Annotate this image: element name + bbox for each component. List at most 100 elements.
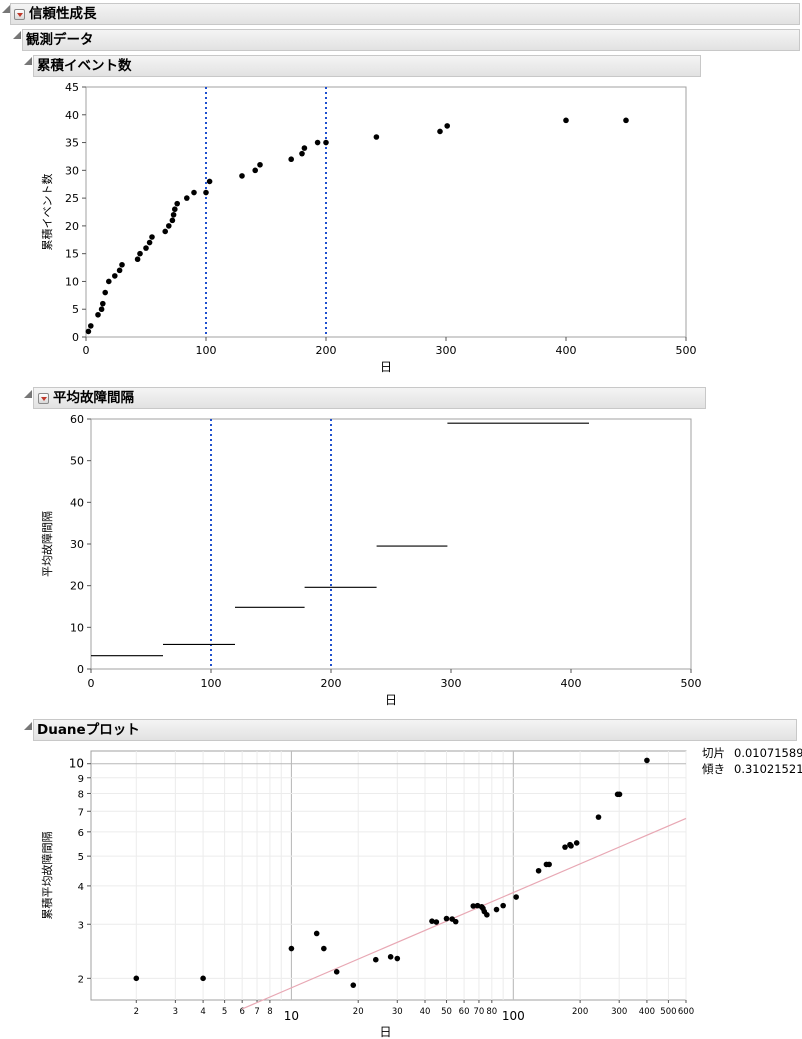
data-point — [493, 906, 500, 913]
y-tick-label: 10 — [69, 757, 84, 771]
x-tick-label: 200 — [316, 344, 337, 357]
data-point — [452, 918, 459, 925]
data-point — [184, 195, 190, 201]
x-tick-label: 50 — [441, 1007, 452, 1017]
x-tick-label: 400 — [639, 1007, 655, 1017]
x-tick-label: 3 — [173, 1007, 178, 1017]
data-point — [169, 217, 176, 224]
y-tick-label: 35 — [65, 137, 79, 150]
data-point — [288, 945, 295, 952]
data-point — [191, 189, 197, 196]
x-axis-label: 日 — [379, 1025, 391, 1039]
cumulative-frame — [85, 86, 687, 338]
x-tick-label: 70 — [474, 1007, 485, 1017]
x-tick-label: 200 — [572, 1007, 588, 1017]
data-point — [394, 955, 401, 962]
report-menu-icon[interactable] — [14, 9, 25, 20]
data-point — [387, 954, 394, 960]
data-point — [239, 173, 245, 179]
y-tick-label: 5 — [72, 303, 79, 316]
y-tick-label: 45 — [65, 81, 79, 94]
data-point — [288, 156, 295, 163]
cumulative-title: 累積イベント数 — [37, 58, 132, 74]
x-axis-label: 日 — [385, 693, 397, 707]
data-point — [562, 844, 568, 850]
x-tick-label: 80 — [486, 1007, 497, 1017]
data-point — [433, 919, 440, 925]
duane-parameters: 切片 0.01071589 傾き 0.31021521 — [702, 745, 802, 777]
data-point — [134, 256, 141, 263]
data-point — [449, 916, 455, 922]
data-point — [162, 228, 168, 235]
x-tick-label: 100 — [196, 344, 217, 357]
duane-fit-line — [241, 817, 687, 1010]
x-tick-label: 6 — [239, 1007, 244, 1017]
data-point — [373, 134, 380, 140]
x-tick-label: 0 — [88, 677, 95, 690]
data-point — [174, 200, 180, 207]
y-tick-label: 4 — [78, 882, 84, 893]
y-tick-label: 3 — [78, 920, 84, 931]
data-point — [437, 128, 443, 135]
mtbf-header: 平均故障間隔 — [33, 387, 706, 409]
data-point — [100, 300, 106, 307]
data-point — [563, 117, 569, 124]
y-tick-label: 7 — [78, 807, 84, 818]
y-tick-label: 5 — [78, 852, 84, 863]
observed-disclosure-icon[interactable] — [13, 31, 21, 39]
y-tick-label: 40 — [70, 496, 84, 509]
mtbf-disclosure-icon[interactable] — [24, 390, 32, 398]
cumulative-header: 累積イベント数 — [33, 55, 701, 77]
x-tick-label: 300 — [611, 1007, 627, 1017]
data-point — [443, 915, 450, 922]
intercept-value: 0.01071589 — [734, 746, 802, 760]
data-point — [543, 861, 550, 868]
data-point — [573, 840, 580, 846]
y-tick-label: 40 — [65, 109, 79, 122]
data-point — [323, 139, 329, 146]
x-tick-label: 500 — [676, 344, 697, 357]
data-point — [206, 178, 213, 185]
y-axis-label: 平均故障間隔 — [40, 511, 54, 577]
x-tick-label: 400 — [556, 344, 577, 357]
report-disclosure-icon[interactable] — [2, 5, 10, 13]
data-point — [500, 902, 506, 909]
data-point — [95, 311, 101, 318]
data-point — [481, 908, 488, 915]
slope-row: 傾き 0.31021521 — [702, 761, 802, 777]
y-tick-label: 20 — [70, 580, 84, 593]
data-point — [88, 323, 94, 329]
data-point — [321, 945, 327, 952]
report-header: 信頼性成長 — [10, 3, 800, 25]
data-point — [143, 245, 149, 251]
mtbf-menu-icon[interactable] — [38, 393, 49, 404]
x-tick-label: 300 — [441, 677, 462, 690]
y-tick-label: 2 — [78, 974, 84, 985]
x-tick-label: 500 — [681, 677, 702, 690]
x-tick-label: 60 — [459, 1007, 470, 1017]
data-point — [203, 189, 209, 196]
y-tick-label: 30 — [65, 164, 79, 177]
duane-disclosure-icon[interactable] — [24, 722, 32, 730]
x-tick-label: 30 — [392, 1007, 403, 1017]
data-point — [166, 223, 172, 229]
mtbf-frame — [90, 418, 692, 670]
data-point — [257, 161, 263, 168]
data-point — [567, 841, 573, 848]
data-point — [444, 123, 451, 129]
cumulative-disclosure-icon[interactable] — [24, 57, 32, 65]
x-tick-label: 0 — [83, 344, 90, 357]
data-point — [137, 250, 143, 257]
data-point — [350, 982, 357, 988]
data-point — [313, 930, 320, 937]
intercept-row: 切片 0.01071589 — [702, 745, 802, 761]
data-point — [299, 150, 305, 157]
x-major-tick-label: 10 — [284, 1009, 299, 1023]
y-tick-label: 20 — [65, 220, 79, 233]
x-major-tick-label: 100 — [502, 1009, 525, 1023]
y-tick-label: 10 — [65, 275, 79, 288]
intercept-label: 切片 — [702, 746, 725, 760]
duane-title: Duaneプロット — [37, 722, 140, 738]
data-point — [200, 975, 206, 982]
x-tick-label: 7 — [254, 1007, 259, 1017]
